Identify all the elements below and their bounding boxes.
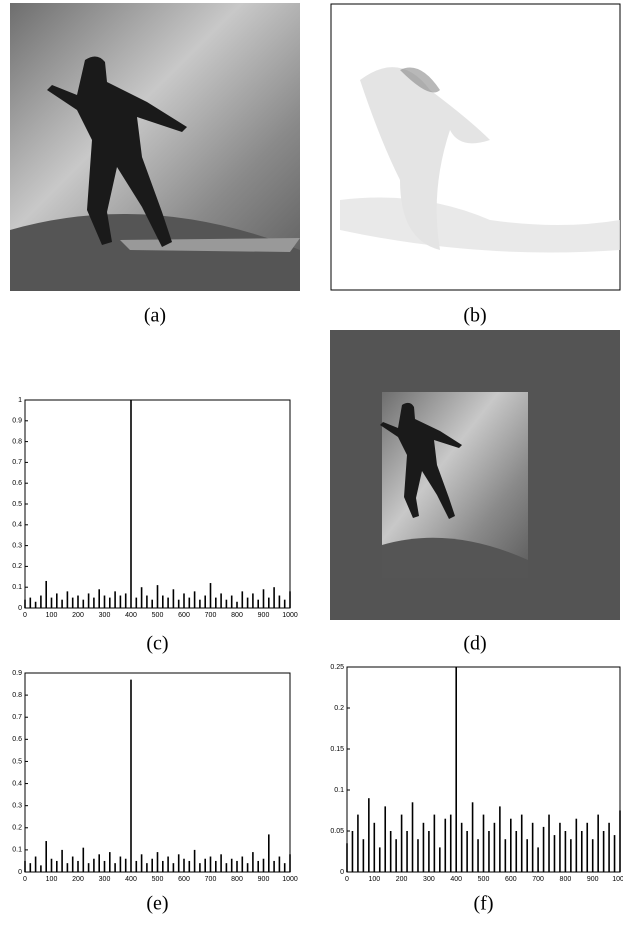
y-tick-label: 0.1 xyxy=(12,584,22,591)
x-tick-label: 0 xyxy=(345,876,349,883)
x-tick-label: 100 xyxy=(368,876,380,883)
x-tick-label: 0 xyxy=(23,612,27,619)
y-tick-label: 0.7 xyxy=(12,459,22,466)
y-tick-label: 0.8 xyxy=(12,438,22,445)
x-tick-label: 500 xyxy=(152,876,164,883)
y-tick-label: 0.6 xyxy=(12,480,22,487)
x-tick-label: 700 xyxy=(205,612,217,619)
y-tick-label: 0.15 xyxy=(330,746,344,753)
caption: (c) xyxy=(146,633,168,655)
saliency-map-b xyxy=(330,3,621,291)
y-tick-label: 0.2 xyxy=(334,705,344,712)
y-tick-label: 0.1 xyxy=(334,787,344,794)
y-tick-label: 0.05 xyxy=(330,828,344,835)
y-tick-label: 0 xyxy=(18,869,22,876)
caption: (d) xyxy=(463,633,486,655)
caption: (b) xyxy=(463,305,486,327)
x-tick-label: 200 xyxy=(72,876,84,883)
x-tick-label: 0 xyxy=(23,876,27,883)
x-tick-label: 600 xyxy=(505,876,517,883)
x-tick-label: 600 xyxy=(178,876,190,883)
x-tick-label: 500 xyxy=(152,612,164,619)
y-tick-label: 1 xyxy=(18,397,22,404)
x-tick-label: 400 xyxy=(450,876,462,883)
y-tick-label: 0.9 xyxy=(12,670,22,677)
y-tick-label: 0.6 xyxy=(12,736,22,743)
caption: (e) xyxy=(146,893,168,915)
caption: (f) xyxy=(474,893,494,915)
x-tick-label: 1000 xyxy=(282,612,298,619)
y-tick-label: 0.7 xyxy=(12,714,22,721)
y-tick-label: 0.5 xyxy=(12,758,22,765)
x-tick-label: 100 xyxy=(46,876,58,883)
x-tick-label: 700 xyxy=(205,876,217,883)
x-tick-label: 300 xyxy=(423,876,435,883)
y-tick-label: 0.1 xyxy=(12,847,22,854)
y-tick-label: 0.2 xyxy=(12,563,22,570)
y-tick-label: 0.3 xyxy=(12,542,22,549)
x-tick-label: 1000 xyxy=(612,876,623,883)
y-tick-label: 0.2 xyxy=(12,825,22,832)
x-tick-label: 900 xyxy=(258,612,270,619)
x-tick-label: 200 xyxy=(72,612,84,619)
x-tick-label: 800 xyxy=(560,876,572,883)
x-tick-label: 400 xyxy=(125,612,137,619)
caption: (a) xyxy=(144,305,166,327)
plot-frame xyxy=(24,672,291,873)
x-tick-label: 300 xyxy=(99,612,111,619)
plot-frame xyxy=(24,399,291,609)
photo-d xyxy=(330,330,620,620)
x-tick-label: 100 xyxy=(46,612,58,619)
x-tick-label: 800 xyxy=(231,612,243,619)
x-tick-label: 900 xyxy=(258,876,270,883)
x-tick-label: 900 xyxy=(587,876,599,883)
y-tick-label: 0.5 xyxy=(12,501,22,508)
x-tick-label: 800 xyxy=(231,876,243,883)
y-tick-label: 0.8 xyxy=(12,692,22,699)
y-tick-label: 0.3 xyxy=(12,803,22,810)
x-tick-label: 300 xyxy=(99,876,111,883)
x-tick-label: 700 xyxy=(532,876,544,883)
x-tick-label: 400 xyxy=(125,876,137,883)
x-tick-label: 1000 xyxy=(282,876,298,883)
y-tick-label: 0 xyxy=(18,605,22,612)
y-tick-label: 0.4 xyxy=(12,522,22,529)
x-tick-label: 600 xyxy=(178,612,190,619)
y-tick-label: 0.4 xyxy=(12,780,22,787)
photo-a xyxy=(10,3,300,291)
x-tick-label: 200 xyxy=(396,876,408,883)
x-tick-label: 500 xyxy=(478,876,490,883)
y-tick-label: 0.25 xyxy=(330,664,344,671)
y-tick-label: 0 xyxy=(340,869,344,876)
y-tick-label: 0.9 xyxy=(12,418,22,425)
